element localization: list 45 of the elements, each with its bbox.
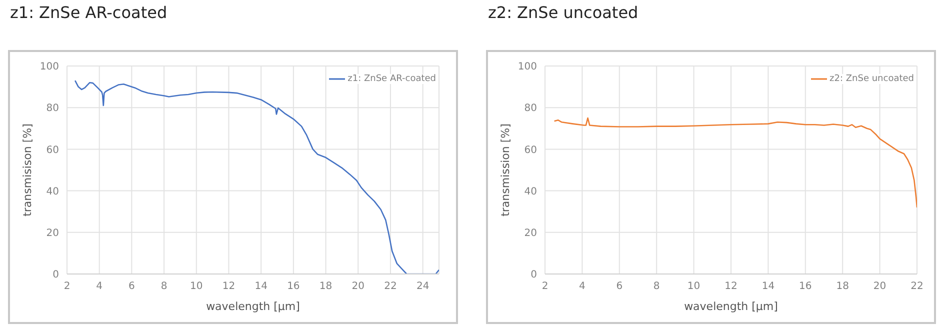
y-tick-label: 80 <box>524 103 537 114</box>
x-axis-title: wavelength [µm] <box>206 300 300 313</box>
x-tick-label: 22 <box>910 281 924 292</box>
x-tick-label: 16 <box>799 281 812 292</box>
x-tick-label: 20 <box>352 281 364 292</box>
y-tick-label: 20 <box>46 228 59 239</box>
x-axis-title: wavelength [µm] <box>684 300 778 313</box>
y-axis-title: transmisison [%] <box>20 124 34 216</box>
chart-title: z1: ZnSe AR-coated <box>10 3 168 22</box>
x-tick-label: 10 <box>687 281 700 292</box>
x-tick-label: 4 <box>579 281 586 292</box>
x-tick-label: 22 <box>384 281 397 292</box>
x-tick-label: 24 <box>416 281 430 292</box>
y-tick-label: 40 <box>524 186 537 198</box>
x-tick-label: 2 <box>64 281 70 292</box>
chart-title: z2: ZnSe uncoated <box>488 3 638 22</box>
x-tick-label: 12 <box>222 281 236 292</box>
x-tick-label: 20 <box>873 281 886 292</box>
x-tick-label: 2 <box>542 281 548 292</box>
x-tick-label: 14 <box>254 281 268 292</box>
x-tick-label: 8 <box>160 281 168 292</box>
x-tick-label: 8 <box>653 281 660 292</box>
y-axis-title: transmission [%] <box>498 124 512 216</box>
x-tick-label: 4 <box>96 281 103 292</box>
x-tick-label: 18 <box>836 281 849 292</box>
line-series <box>554 117 917 208</box>
x-tick-label: 6 <box>128 281 135 292</box>
x-tick-label: 16 <box>287 281 300 292</box>
y-tick-label: 0 <box>530 270 537 281</box>
line-series <box>74 80 439 274</box>
y-tick-label: 20 <box>524 228 537 239</box>
y-tick-label: 60 <box>46 144 59 156</box>
y-tick-label: 100 <box>518 62 537 73</box>
legend-label: z2: ZnSe uncoated <box>830 74 914 84</box>
y-tick-label: 100 <box>40 62 59 73</box>
x-tick-label: 6 <box>616 281 623 292</box>
y-tick-label: 40 <box>46 186 59 198</box>
x-tick-label: 10 <box>190 281 203 292</box>
x-tick-label: 18 <box>319 281 332 292</box>
y-tick-label: 0 <box>52 270 59 281</box>
x-tick-label: 14 <box>762 281 775 292</box>
y-tick-label: 80 <box>46 103 59 114</box>
y-tick-label: 60 <box>524 144 537 156</box>
legend-label: z1: ZnSe AR-coated <box>348 74 436 84</box>
x-tick-label: 12 <box>724 281 738 292</box>
